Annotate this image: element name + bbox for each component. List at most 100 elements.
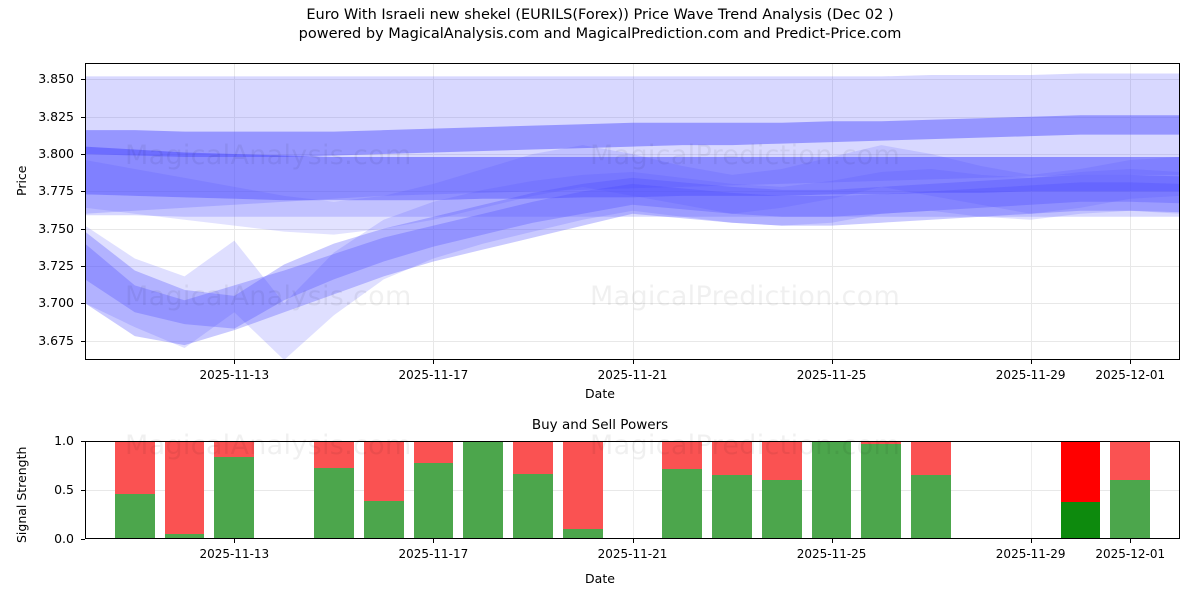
buy-power-segment — [463, 441, 504, 539]
page-title-line-2: powered by MagicalAnalysis.com and Magic… — [298, 26, 902, 42]
price-x-tick-mark — [632, 360, 634, 364]
sell-power-segment — [1110, 441, 1151, 481]
sell-power-segment — [114, 441, 155, 494]
signal-bar[interactable] — [761, 441, 802, 539]
page-title: Euro With Israeli new shekel (EURILS(For… — [0, 6, 1200, 44]
signal-bar[interactable] — [363, 441, 404, 539]
signal-bar[interactable] — [662, 441, 703, 539]
buy-power-segment — [214, 456, 255, 539]
price-band-upper-triangle-wave — [85, 145, 1180, 235]
signal-bar[interactable] — [911, 441, 952, 539]
price-x-tick-mark — [234, 360, 236, 364]
buy-power-segment — [313, 468, 354, 539]
price-x-tick-mark — [1130, 360, 1132, 364]
sell-power-segment — [164, 441, 205, 535]
signal-bar[interactable] — [712, 441, 752, 539]
price-y-axis-title: Price — [14, 165, 29, 197]
buy-power-segment — [1110, 480, 1151, 539]
price-x-tick-label: 2025-12-01 — [1095, 368, 1166, 382]
price-x-tick-label: 2025-11-17 — [398, 368, 469, 382]
price-y-tick-label: 3.825 — [38, 108, 74, 124]
signal-bar[interactable] — [562, 441, 603, 539]
price-y-tick-mark — [81, 228, 85, 230]
sell-power-segment — [562, 441, 603, 530]
price-y-tick-mark — [81, 340, 85, 342]
sell-power-segment — [513, 441, 553, 475]
price-gridline-v — [632, 63, 634, 360]
buy-power-segment — [662, 469, 703, 539]
signal-x-tick-label: 2025-12-01 — [1095, 547, 1166, 561]
page-title-line-1: Euro With Israeli new shekel (EURILS(For… — [306, 7, 894, 23]
price-y-tick-mark — [81, 116, 85, 118]
signal-y-tick-label: 1.0 — [54, 433, 74, 448]
sell-power-segment — [712, 441, 752, 476]
price-y-tick-label: 3.675 — [38, 332, 74, 348]
price-gridline-v — [831, 63, 833, 360]
price-x-tick-label: 2025-11-25 — [796, 368, 867, 382]
buy-power-segment — [761, 480, 802, 539]
signal-bar[interactable] — [164, 441, 205, 539]
signal-bar[interactable] — [463, 441, 504, 539]
price-x-tick-label: 2025-11-13 — [199, 368, 270, 382]
price-x-axis-title: Date — [585, 386, 615, 401]
signal-y-tick-mark — [81, 539, 85, 540]
price-y-tick-label: 3.750 — [38, 220, 74, 236]
price-band-rising-wave-band-2 — [85, 174, 1180, 329]
sell-power-segment — [214, 441, 255, 457]
price-x-tick-mark — [831, 360, 833, 364]
signal-bar[interactable] — [1060, 441, 1101, 539]
signal-bar[interactable] — [861, 441, 902, 539]
price-gridline-v — [1030, 63, 1032, 360]
signal-x-axis-title: Date — [585, 571, 615, 586]
buy-power-segment — [1060, 501, 1101, 539]
price-band-rising-wave-band-1 — [85, 182, 1180, 346]
signal-bar[interactable] — [214, 441, 255, 539]
sell-power-segment — [662, 441, 703, 470]
signal-x-tick-label: 2025-11-13 — [199, 547, 270, 561]
sell-power-segment — [413, 441, 454, 463]
signal-x-tick-mark — [831, 539, 833, 543]
price-y-tick-label: 3.800 — [38, 146, 74, 162]
buy-power-segment — [413, 462, 454, 539]
signal-bar[interactable] — [413, 441, 454, 539]
signal-y-tick-mark — [81, 490, 85, 491]
signal-y-axis-title: Signal Strength — [14, 446, 29, 543]
price-x-tick-label: 2025-11-21 — [597, 368, 668, 382]
signal-x-tick-mark — [1130, 539, 1132, 543]
signal-bar[interactable] — [1110, 441, 1151, 539]
signal-bar[interactable] — [114, 441, 155, 539]
price-gridline-v — [1130, 63, 1132, 360]
buy-power-segment — [513, 474, 553, 539]
buy-power-segment — [114, 493, 155, 539]
price-band-mid-core-band — [85, 115, 1180, 158]
price-band-lower-support-band — [85, 191, 1180, 217]
signal-y-tick-label: 0.0 — [54, 531, 74, 546]
buy-power-segment — [712, 475, 752, 539]
signal-x-tick-label: 2025-11-29 — [995, 547, 1066, 561]
signal-bar[interactable] — [513, 441, 553, 539]
signal-gridline-v — [1030, 441, 1032, 539]
sell-power-segment — [313, 441, 354, 469]
signal-bar[interactable] — [811, 441, 852, 539]
sell-power-segment — [1060, 441, 1101, 502]
price-y-tick-mark — [81, 154, 85, 156]
signal-bar[interactable] — [313, 441, 354, 539]
price-y-tick-label: 3.700 — [38, 295, 74, 311]
signal-chart-axes — [85, 441, 1180, 539]
price-band-inner-dark-band — [85, 146, 1180, 201]
price-y-tick-mark — [81, 303, 85, 305]
signal-x-tick-label: 2025-11-17 — [398, 547, 469, 561]
price-y-tick-label: 3.725 — [38, 257, 74, 273]
price-y-tick-label: 3.775 — [38, 183, 74, 199]
buy-power-segment — [861, 443, 902, 539]
signal-x-tick-mark — [433, 539, 435, 543]
sell-power-segment — [761, 441, 802, 481]
price-y-tick-mark — [81, 79, 85, 81]
price-x-tick-mark — [1030, 360, 1032, 364]
signal-x-tick-mark — [1030, 539, 1032, 543]
signal-y-tick-mark — [81, 441, 85, 442]
price-band-zigzag-wave-band — [85, 168, 1180, 360]
price-gridline-v — [234, 63, 236, 360]
price-y-tick-mark — [81, 265, 85, 267]
buy-power-segment — [164, 534, 205, 539]
